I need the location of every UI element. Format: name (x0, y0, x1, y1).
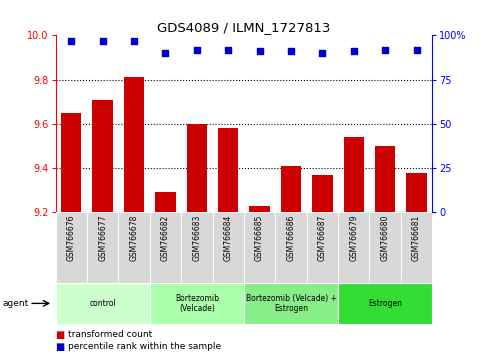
Text: Bortezomib
(Velcade): Bortezomib (Velcade) (175, 294, 219, 313)
Title: GDS4089 / ILMN_1727813: GDS4089 / ILMN_1727813 (157, 21, 330, 34)
Bar (118, 212, 150, 285)
Text: agent: agent (2, 299, 28, 308)
Bar (87, 212, 118, 285)
Point (412, 47, 420, 52)
Text: GSM766680: GSM766680 (381, 215, 390, 261)
Point (224, 47, 232, 52)
Point (161, 50, 170, 56)
Text: transformed count: transformed count (68, 330, 152, 339)
Bar (275, 212, 307, 285)
Point (287, 48, 295, 54)
Bar (218, 129, 239, 212)
Text: GSM766677: GSM766677 (98, 215, 107, 261)
Text: GSM766682: GSM766682 (161, 215, 170, 261)
Bar (338, 283, 432, 324)
Bar (244, 283, 338, 324)
Point (130, 38, 138, 44)
Bar (213, 212, 244, 285)
Point (99, 38, 107, 44)
Text: ■: ■ (56, 330, 65, 339)
Text: percentile rank within the sample: percentile rank within the sample (68, 342, 221, 352)
Text: GSM766686: GSM766686 (286, 215, 296, 261)
Bar (186, 124, 207, 212)
Bar (312, 175, 333, 212)
Bar (56, 212, 87, 285)
Text: GSM766684: GSM766684 (224, 215, 233, 261)
Text: GSM766687: GSM766687 (318, 215, 327, 261)
Text: Estrogen: Estrogen (368, 299, 402, 308)
Text: GSM766681: GSM766681 (412, 215, 421, 261)
Bar (92, 99, 113, 212)
Bar (150, 283, 244, 324)
Text: GSM766679: GSM766679 (349, 215, 358, 261)
Point (382, 47, 389, 52)
Bar (307, 212, 338, 285)
Text: Bortezomib (Velcade) +
Estrogen: Bortezomib (Velcade) + Estrogen (245, 294, 337, 313)
Bar (181, 212, 213, 285)
Point (319, 50, 327, 56)
Text: GSM766683: GSM766683 (192, 215, 201, 261)
Text: GSM766676: GSM766676 (67, 215, 76, 261)
Bar (155, 193, 176, 212)
Text: control: control (89, 299, 116, 308)
Bar (401, 212, 432, 285)
Bar (406, 173, 427, 212)
Point (68, 38, 75, 44)
Text: GSM766685: GSM766685 (255, 215, 264, 261)
Bar (150, 212, 181, 285)
Bar (244, 212, 275, 285)
Bar (338, 212, 369, 285)
Bar (56, 283, 150, 324)
Bar (281, 166, 301, 212)
Bar (343, 137, 364, 212)
Bar (61, 113, 82, 212)
Bar (369, 212, 401, 285)
Text: ■: ■ (56, 342, 65, 352)
Text: GSM766678: GSM766678 (129, 215, 139, 261)
Bar (375, 146, 396, 212)
Bar (249, 206, 270, 212)
Point (350, 48, 357, 54)
Point (256, 48, 264, 54)
Bar (124, 78, 144, 212)
Point (193, 47, 201, 52)
